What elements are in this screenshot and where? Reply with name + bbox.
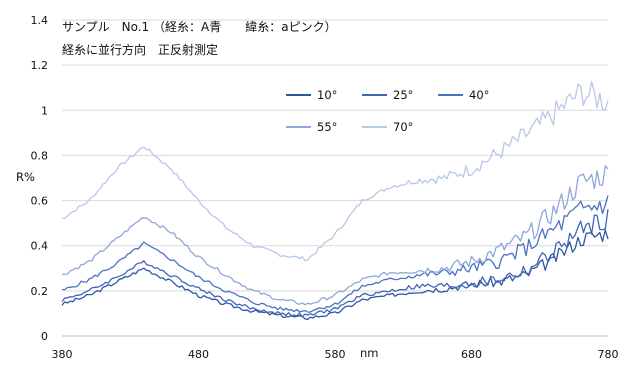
legend-item-40: 40° — [438, 88, 489, 102]
series-line-10 — [61, 229, 609, 321]
x-tick-label: 480 — [188, 348, 209, 361]
legend-item-25: 25° — [362, 88, 413, 102]
series-line-55 — [61, 165, 609, 306]
chart-title: サンプル No.1 （経糸：A青 緯糸：aピンク） — [62, 20, 337, 34]
legend-swatch-25 — [362, 94, 387, 96]
x-tick-label: 680 — [461, 348, 482, 361]
chart-subtitle: 経糸に並行方向 正反射測定 — [62, 43, 219, 57]
legend-label-25: 25° — [393, 88, 414, 102]
legend-label-40: 40° — [469, 88, 490, 102]
y-tick-label: 0.4 — [31, 240, 49, 253]
legend-item-10: 10° — [286, 88, 337, 102]
legend-swatch-40 — [438, 94, 463, 96]
legend-label-70: 70° — [393, 120, 414, 134]
legend-swatch-55 — [286, 126, 311, 128]
series-line-70 — [61, 81, 609, 262]
legend-item-70: 70° — [362, 120, 413, 134]
series-line-25 — [61, 209, 609, 318]
x-tick-label: 780 — [598, 348, 619, 361]
legend-label-55: 55° — [317, 120, 338, 134]
y-tick-label: 0 — [41, 330, 48, 343]
legend-swatch-70 — [362, 126, 387, 128]
x-tick-label: 380 — [52, 348, 73, 361]
y-tick-label: 0.2 — [31, 285, 49, 298]
legend-swatch-10 — [286, 94, 311, 96]
legend-item-55: 55° — [286, 120, 337, 134]
y-axis-label: R% — [16, 170, 35, 184]
y-tick-label: 0.8 — [31, 149, 49, 162]
x-axis-label: nm — [360, 346, 379, 360]
legend-label-10: 10° — [317, 88, 338, 102]
y-tick-label: 1.4 — [31, 14, 49, 27]
series-line-40 — [61, 195, 609, 313]
y-tick-label: 1.2 — [31, 59, 49, 72]
x-tick-label: 580 — [325, 348, 346, 361]
y-tick-label: 1 — [41, 104, 48, 117]
y-tick-label: 0.6 — [31, 195, 49, 208]
